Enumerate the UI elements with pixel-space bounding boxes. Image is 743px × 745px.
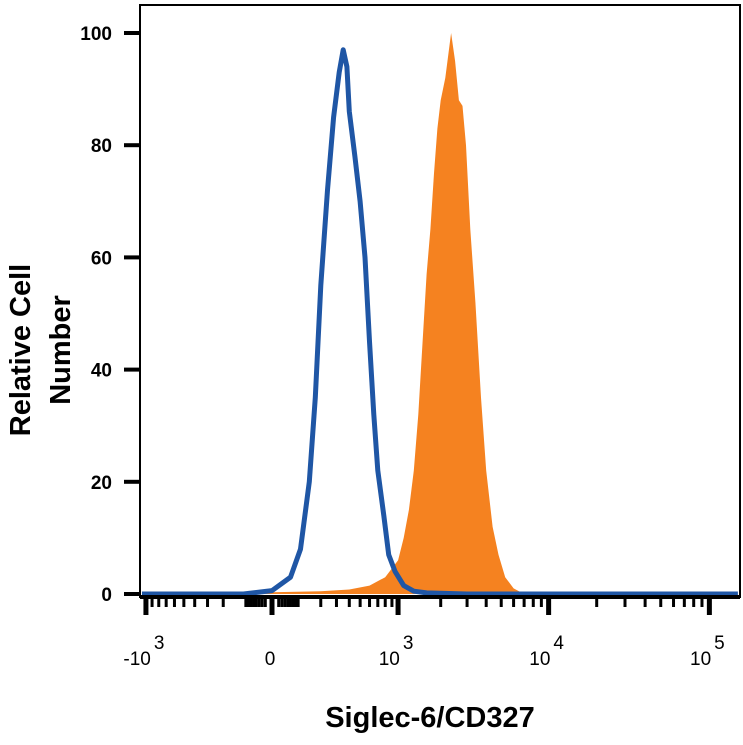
x-tick-label: 105 bbox=[690, 633, 725, 670]
y-axis: 0 20 40 60 80 100 bbox=[80, 24, 140, 606]
x-axis: -103 0 103 104 105 bbox=[123, 597, 725, 670]
y-tick-label: 100 bbox=[80, 24, 112, 45]
y-tick-label: 40 bbox=[91, 361, 112, 382]
y-tick-label: 20 bbox=[91, 473, 112, 494]
series-outline-histogram bbox=[142, 47, 738, 597]
x-tick-label: 0 bbox=[265, 649, 276, 670]
x-axis-label: Siglec-6/CD327 bbox=[325, 702, 535, 734]
y-tick-label: 0 bbox=[101, 585, 112, 606]
y-axis-label: Relative Cell Number bbox=[5, 263, 77, 437]
series-filled-histogram bbox=[142, 33, 738, 594]
x-tick-label: -103 bbox=[123, 633, 164, 670]
y-tick-label: 60 bbox=[91, 248, 112, 269]
y-tick-label: 80 bbox=[91, 136, 112, 157]
x-tick-label: 103 bbox=[379, 633, 414, 670]
plot-series bbox=[142, 33, 738, 597]
x-tick-label: 104 bbox=[529, 633, 564, 670]
